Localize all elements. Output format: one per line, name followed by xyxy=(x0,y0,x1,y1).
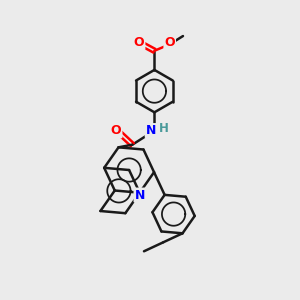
Text: H: H xyxy=(159,122,169,135)
Text: O: O xyxy=(134,36,144,49)
Text: N: N xyxy=(134,188,145,202)
Text: O: O xyxy=(164,36,175,49)
Text: O: O xyxy=(111,124,122,137)
Text: N: N xyxy=(146,124,156,137)
